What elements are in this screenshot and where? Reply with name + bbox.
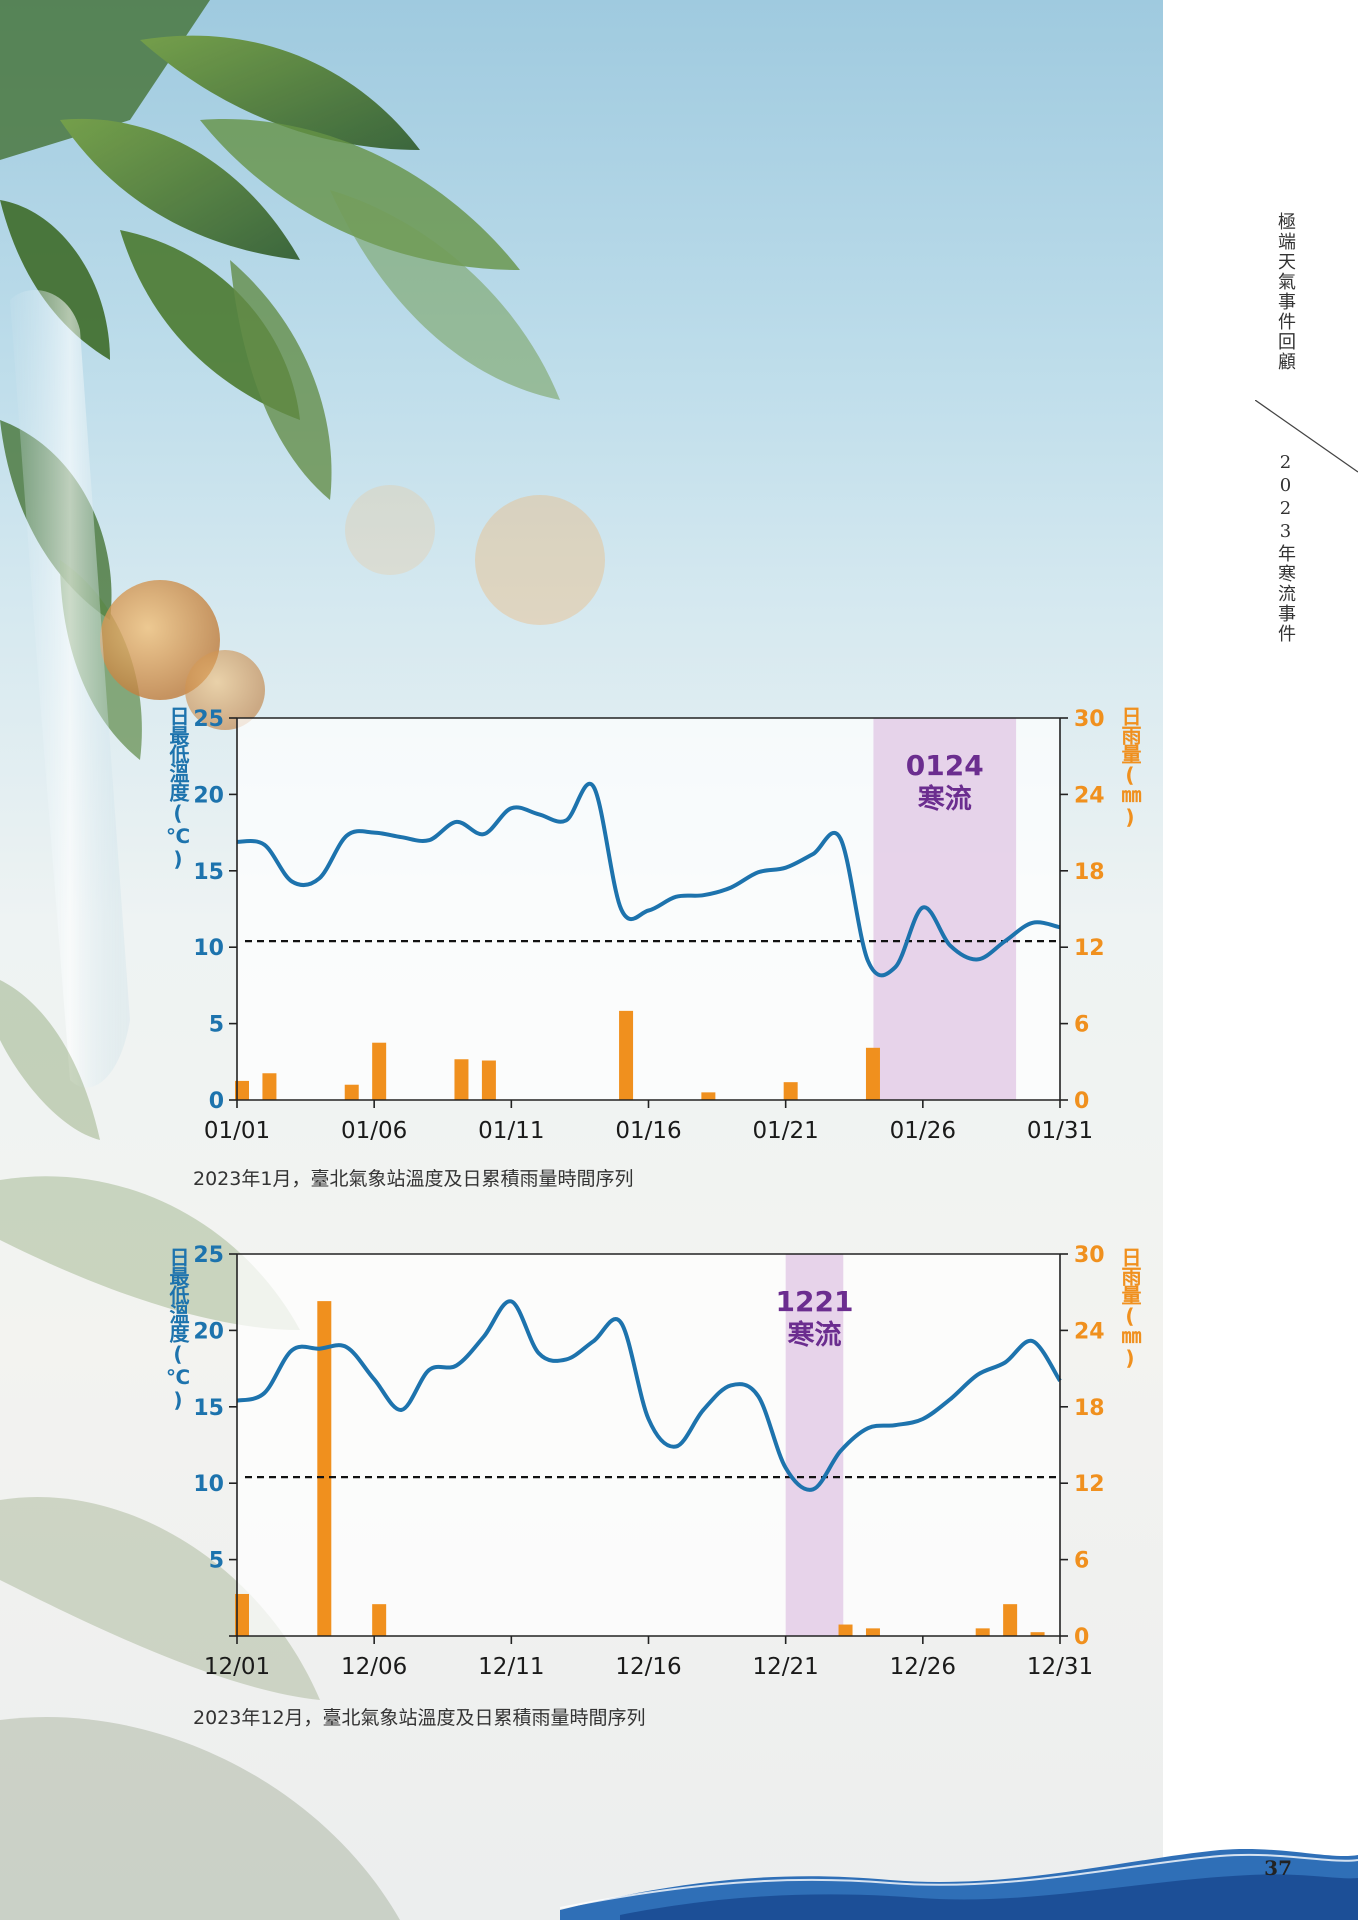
chart-january-rain-bar-3 <box>372 1042 387 1100</box>
page-number: 37 <box>1264 1856 1292 1880</box>
chart-december-rain-bar-4 <box>865 1628 880 1636</box>
chart-january-left-tick-label-4: 20 <box>193 783 224 808</box>
section-title: 極端天氣事件回顧 <box>1275 212 1296 372</box>
chart-december-rain-bar-5 <box>975 1628 990 1636</box>
chart-december-rain-bar-6 <box>1003 1604 1018 1636</box>
chart-january-right-tick-label-5: 30 <box>1074 707 1105 732</box>
chart-january-right-tick-label-3: 18 <box>1074 860 1105 885</box>
chart-january-x-tick-label-3: 01/16 <box>615 1118 681 1144</box>
chart-january-x-tick-label-4: 01/21 <box>753 1118 819 1144</box>
chart-january-rain-bar-5 <box>481 1060 496 1100</box>
header-divider <box>1255 400 1358 473</box>
decorative-wave <box>560 1848 1358 1920</box>
chart-january-right-tick-label-2: 12 <box>1074 936 1105 961</box>
chart-december-right-tick-label-2: 12 <box>1074 1472 1105 1497</box>
chart-january-x-tick-label-5: 01/26 <box>890 1118 956 1144</box>
chart-december-left-tick-label-5: 25 <box>193 1243 224 1268</box>
section-subtitle: 2023年寒流事件 <box>1275 452 1296 644</box>
chart-january-left-tick-label-3: 15 <box>193 860 224 885</box>
chart-december-temperature-line <box>236 1299 1062 1492</box>
chart-january-left-tick-label-2: 10 <box>193 936 224 961</box>
chart-december-x-tick-label-3: 12/16 <box>615 1654 681 1680</box>
chart-december-left-tick-label-2: 10 <box>193 1472 224 1497</box>
chart-january-left-tick-label-1: 5 <box>209 1013 224 1038</box>
chart-december-cold-wave-band <box>785 1254 844 1636</box>
chart-december-x-tick-label-0: 12/01 <box>204 1654 270 1680</box>
chart-january-rain-bar-2 <box>344 1084 359 1100</box>
chart-december-rain-bar-2 <box>372 1604 387 1636</box>
chart-january-rain-bar-4 <box>454 1059 469 1100</box>
chart-january-left-tick-label-5: 25 <box>193 707 224 732</box>
chart-january-rain-bar-9 <box>865 1047 880 1100</box>
chart-january-rain-bar-6 <box>619 1010 634 1100</box>
chart-december-right-tick-label-3: 18 <box>1074 1396 1105 1421</box>
chart-december-rain-bar-3 <box>838 1624 853 1636</box>
chart-january-caption: 2023年1月，臺北氣象站溫度及日累積雨量時間序列 <box>193 1168 634 1190</box>
chart-december-cold-wave-label-text: 寒流 <box>787 1319 841 1351</box>
chart-december-rain-bar-1 <box>317 1301 332 1636</box>
chart-january-x-tick-label-2: 01/11 <box>478 1118 544 1144</box>
chart-december-right-tick-label-5: 30 <box>1074 1243 1105 1268</box>
chart-december-x-tick-label-5: 12/26 <box>890 1654 956 1680</box>
chart-december-left-tick-label-3: 15 <box>193 1396 224 1421</box>
chart-january-right-tick-label-4: 24 <box>1074 783 1105 808</box>
chart-december-right-tick-label-4: 24 <box>1074 1319 1105 1344</box>
chart-december-x-tick-label-4: 12/21 <box>753 1654 819 1680</box>
chart-january-left-axis-label: 日最低溫度(℃) <box>166 706 190 870</box>
chart-december-left-tick-label-4: 20 <box>193 1319 224 1344</box>
chart-december-x-tick-label-2: 12/11 <box>478 1654 544 1680</box>
chart-december-right-axis-label: 日雨量(㎜) <box>1118 1247 1142 1369</box>
chart-january-right-tick-label-1: 6 <box>1074 1013 1089 1038</box>
chart-december-right-tick-label-1: 6 <box>1074 1549 1089 1574</box>
chart-december-left-tick-label-1: 5 <box>209 1549 224 1574</box>
chart-january-right-tick-label-0: 0 <box>1074 1089 1089 1114</box>
chart-january-x-tick-label-6: 01/31 <box>1027 1118 1093 1144</box>
chart-january-cold-wave-label-text: 寒流 <box>918 783 972 815</box>
chart-december-left-axis-label: 日最低溫度(℃) <box>166 1247 190 1411</box>
chart-january-temperature-line <box>236 781 1061 978</box>
chart-january-rain-bar-0 <box>235 1080 249 1100</box>
chart-january-cold-wave-band <box>873 718 1017 1100</box>
chart-january-rain-bar-7 <box>701 1092 716 1100</box>
chart-january-rain-bar-1 <box>262 1073 277 1100</box>
chart-december-cold-wave-label-id: 1221 <box>776 1285 854 1318</box>
chart-january-cold-wave-label-id: 0124 <box>906 749 984 782</box>
chart-december-caption: 2023年12月，臺北氣象站溫度及日累積雨量時間序列 <box>193 1707 646 1729</box>
chart-december-right-tick-label-0: 0 <box>1074 1625 1089 1650</box>
chart-december-x-tick-label-6: 12/31 <box>1027 1654 1093 1680</box>
chart-january-left-tick-label-0: 0 <box>209 1089 224 1114</box>
chart-december-plot-area <box>237 1254 1060 1636</box>
chart-january-rain-bar-8 <box>783 1082 798 1100</box>
chart-january-x-tick-label-0: 01/01 <box>204 1118 270 1144</box>
chart-january-x-tick-label-1: 01/06 <box>341 1118 407 1144</box>
chart-december-rain-bar-7 <box>1030 1632 1045 1636</box>
chart-december-rain-bar-0 <box>235 1593 249 1636</box>
chart-january-right-axis-label: 日雨量(㎜) <box>1118 706 1142 828</box>
chart-december-x-tick-label-1: 12/06 <box>341 1654 407 1680</box>
